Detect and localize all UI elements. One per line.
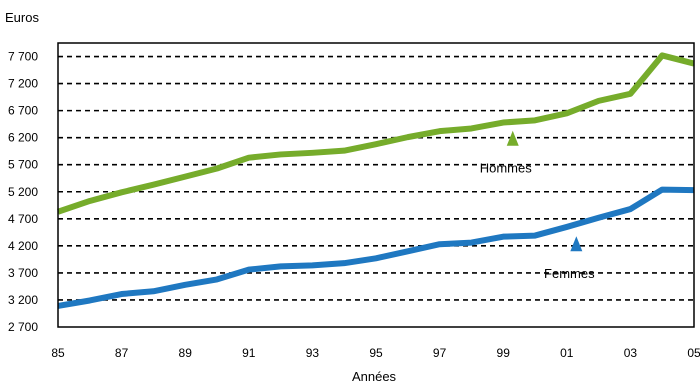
x-tick-label: 05 xyxy=(687,346,700,360)
x-tick-label: 03 xyxy=(624,346,638,360)
gridlines xyxy=(58,55,694,301)
series-lines xyxy=(57,52,695,309)
x-tick-label: 97 xyxy=(433,346,447,360)
x-tick-label: 89 xyxy=(179,346,193,360)
series-line-femmes xyxy=(57,186,695,309)
plot-frame xyxy=(57,42,695,328)
y-tick-label: 7 200 xyxy=(8,77,38,91)
y-tick-label: 6 700 xyxy=(8,104,38,118)
y-tick-label: 3 700 xyxy=(8,266,38,280)
x-tick-label: 93 xyxy=(306,346,320,360)
y-tick-label: 4 700 xyxy=(8,212,38,226)
y-axis-ticks: 2 700 3 200 3 700 4 200 4 700 5 200 5 700 6 200… xyxy=(8,50,38,334)
triangle-marker-femmes xyxy=(570,236,583,252)
x-axis-title: Années xyxy=(352,369,397,384)
x-tick-label: 87 xyxy=(115,346,129,360)
y-tick-label: 4 200 xyxy=(8,239,38,253)
x-tick-label: 95 xyxy=(369,346,383,360)
x-tick-label: 99 xyxy=(497,346,511,360)
x-tick-label: 85 xyxy=(51,346,65,360)
y-tick-label: 5 700 xyxy=(8,158,38,172)
y-tick-label: 2 700 xyxy=(8,320,38,334)
series-label-femmes: Femmes xyxy=(544,266,595,281)
y-tick-label: 3 200 xyxy=(8,293,38,307)
y-axis-title: Euros xyxy=(5,10,39,25)
series-label-hommes: Hommes xyxy=(480,161,533,176)
x-tick-label: 91 xyxy=(242,346,256,360)
y-tick-label: 6 200 xyxy=(8,131,38,145)
triangle-marker-hommes xyxy=(506,130,519,146)
y-tick-label: 7 700 xyxy=(8,50,38,64)
series-annotations: Hommes Femmes xyxy=(480,130,595,281)
x-tick-label: 01 xyxy=(560,346,574,360)
series-line-hommes xyxy=(57,52,695,215)
y-tick-label: 5 200 xyxy=(8,185,38,199)
x-axis-ticks: 85 87 89 91 93 95 97 99 01 03 05 xyxy=(51,346,700,360)
